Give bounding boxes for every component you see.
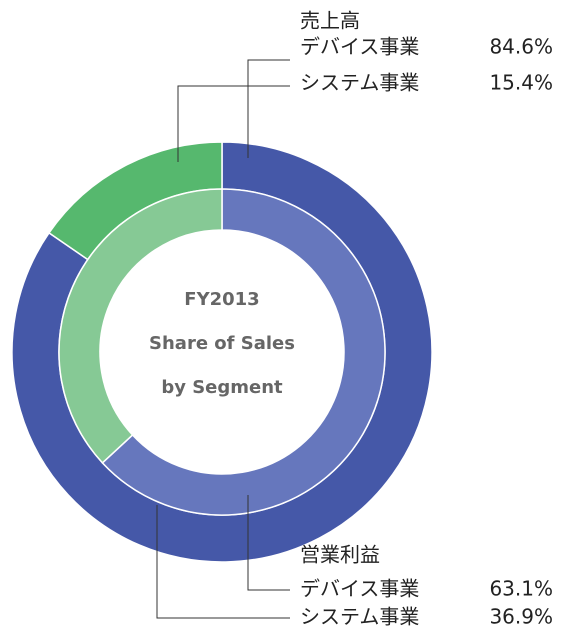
- leader-line: [247, 59, 290, 158]
- legend-label: システム事業: [300, 71, 419, 95]
- legend-label: デバイス事業: [300, 577, 419, 601]
- center-text: Share of Sales: [149, 333, 295, 354]
- value-label: 36.9%: [489, 605, 553, 629]
- leader-line: [247, 495, 290, 591]
- legend-title: 売上高: [300, 9, 360, 33]
- legend-label: システム事業: [300, 605, 419, 629]
- donut-segment: [58, 188, 223, 464]
- donut-segment: [101, 188, 386, 516]
- leader-line: [156, 505, 290, 619]
- value-label: 63.1%: [489, 577, 553, 601]
- legend-label: デバイス事業: [300, 35, 419, 59]
- legend-title: 営業利益: [300, 543, 380, 567]
- center-text: FY2013: [184, 289, 259, 310]
- value-label: 84.6%: [489, 35, 553, 59]
- value-label: 15.4%: [489, 71, 553, 95]
- leader-line: [177, 85, 290, 162]
- center-text: by Segment: [161, 377, 283, 398]
